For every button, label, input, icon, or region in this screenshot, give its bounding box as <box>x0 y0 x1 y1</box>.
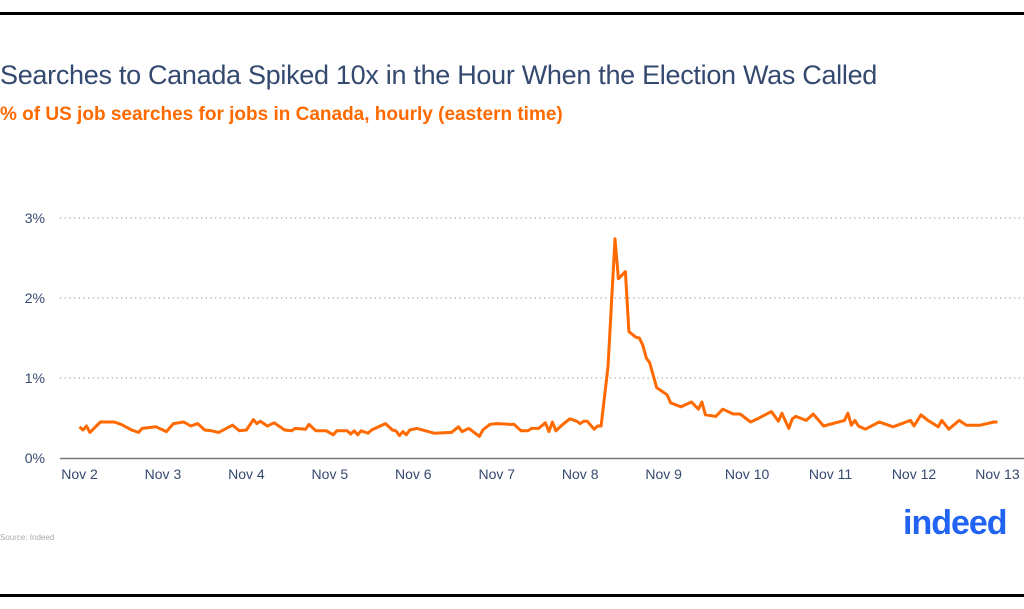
x-tick-label: Nov 4 <box>228 466 265 482</box>
y-tick-label: 3% <box>25 210 45 226</box>
x-tick-label: Nov 7 <box>478 466 515 482</box>
x-tick-label: Nov 8 <box>562 466 599 482</box>
y-tick-label: 1% <box>25 370 45 386</box>
indeed-logo: indeed <box>903 504 1008 543</box>
y-axis-ticks: 0% 1% 2% 3% <box>25 210 45 466</box>
x-axis-ticks: Nov 2 Nov 3 Nov 4 Nov 5 Nov 6 Nov 7 Nov 8 Nov 9… <box>61 466 1020 482</box>
y-tick-label: 2% <box>25 290 45 306</box>
top-rule <box>0 12 1024 15</box>
x-tick-label: Nov 13 <box>975 466 1020 482</box>
y-tick-label: 0% <box>25 450 45 466</box>
x-tick-label: Nov 2 <box>61 466 98 482</box>
x-tick-label: Nov 11 <box>809 466 853 482</box>
bottom-rule <box>0 594 1024 597</box>
logo-text: indeed <box>903 504 1008 542</box>
x-tick-label: Nov 6 <box>395 466 432 482</box>
x-tick-label: Nov 12 <box>892 466 937 482</box>
chart-subtitle: % of US job searches for jobs in Canada,… <box>0 104 563 125</box>
x-tick-label: Nov 3 <box>145 466 182 482</box>
chart-title: Searches to Canada Spiked 10x in the Hou… <box>0 60 878 90</box>
series-line <box>78 237 998 438</box>
x-tick-label: Nov 5 <box>312 466 349 482</box>
source-note: Source: Indeed <box>0 533 55 542</box>
gridlines <box>60 217 1024 379</box>
x-tick-label: Nov 9 <box>645 466 682 482</box>
x-tick-label: Nov 10 <box>725 466 770 482</box>
